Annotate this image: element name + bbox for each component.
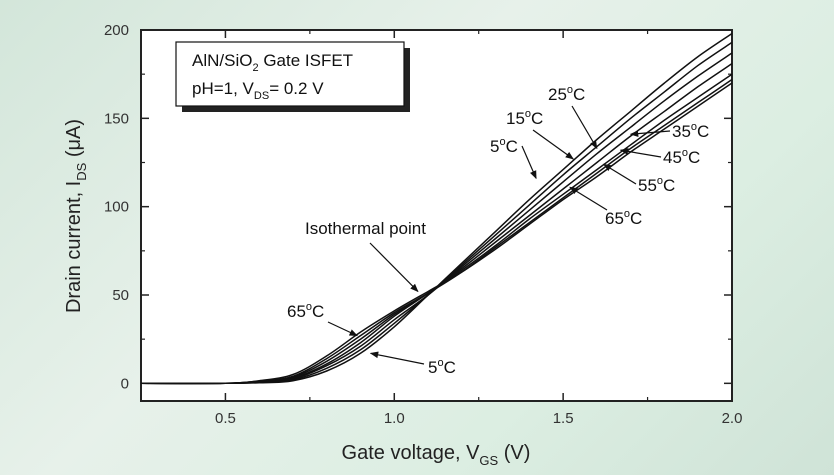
- y-tick-label: 200: [104, 22, 129, 39]
- annotation-arrow-t55: [602, 163, 637, 185]
- x-tick-label: 0.5: [215, 410, 236, 427]
- series-layer: [140, 32, 733, 385]
- annotation-arrow-t5: [521, 145, 537, 180]
- annotation-arrow-t45: [619, 148, 662, 158]
- x-tick-label: 1.5: [553, 410, 574, 427]
- axis-ticks: 0.5 1.0 1.5 2.0 0 50 100 150 200: [104, 22, 742, 427]
- y-axis-title: Drain current, IDS (μA): [63, 119, 89, 313]
- annotation-label-t25: 25oC: [548, 84, 585, 104]
- y-tick-label: 50: [112, 287, 129, 304]
- legend-box-line1: AlN/SiO2 Gate ISFET: [192, 51, 353, 74]
- x-tick-label: 2.0: [722, 410, 743, 427]
- series-line-65c: [140, 82, 733, 385]
- annotation-arrow-t5l: [369, 351, 425, 365]
- annotation-arrow-t35: [629, 130, 671, 137]
- annotation-label-t45: 45oC: [663, 147, 700, 167]
- annotation-arrow-t25: [571, 105, 598, 150]
- y-tick-label: 150: [104, 110, 129, 127]
- annotation-label-t55: 55oC: [638, 175, 675, 195]
- annotation-label-t65l: 65oC: [287, 301, 324, 321]
- y-tick-label: 0: [121, 375, 129, 392]
- annotation-label-t35: 35oC: [672, 121, 709, 141]
- annotation-label-t5: 5oC: [490, 136, 518, 156]
- annotation-label-t15: 15oC: [506, 108, 543, 128]
- annotation-label-t65h: 65oC: [605, 208, 642, 228]
- x-tick-label: 1.0: [384, 410, 405, 427]
- x-axis-title: Gate voltage, VGS (V): [342, 442, 531, 468]
- y-tick-label: 100: [104, 199, 129, 216]
- annotation-arrow-t65h: [569, 186, 608, 211]
- annotation-label-t5l: 5oC: [428, 357, 456, 377]
- legend-box-line2: pH=1, VDS= 0.2 V: [192, 79, 324, 102]
- annotation-arrow-t15: [532, 129, 574, 160]
- annotation-label-iso: Isothermal point: [305, 219, 426, 238]
- legend-box: AlN/SiO2 Gate ISFET pH=1, VDS= 0.2 V: [175, 41, 410, 112]
- annotation-arrow-t65l: [327, 321, 358, 337]
- annotation-arrow-iso: [369, 242, 419, 293]
